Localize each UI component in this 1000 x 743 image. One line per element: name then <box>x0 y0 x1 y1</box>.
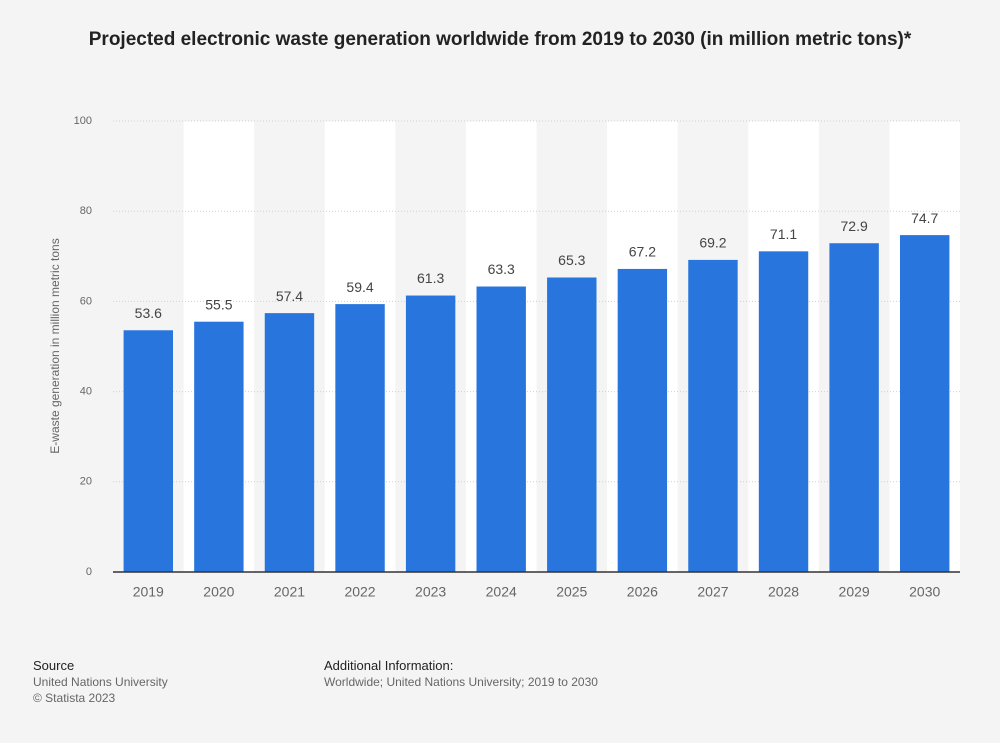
x-tick-label: 2024 <box>486 584 517 600</box>
data-label: 65.3 <box>558 252 585 268</box>
data-label: 72.9 <box>841 218 868 234</box>
x-tick-label: 2021 <box>274 584 305 600</box>
info-block: Additional Information: Worldwide; Unite… <box>324 658 598 690</box>
y-tick-label: 0 <box>86 566 92 578</box>
data-label: 55.5 <box>205 296 232 312</box>
bar <box>194 321 244 572</box>
source-line: United Nations University <box>33 675 168 689</box>
info-text: Worldwide; United Nations University; 20… <box>324 675 598 689</box>
data-label: 69.2 <box>699 235 726 251</box>
bar <box>829 243 879 572</box>
chart-title: Projected electronic waste generation wo… <box>88 29 912 50</box>
y-axis-label: E-waste generation in million metric ton… <box>48 238 62 453</box>
y-tick-label: 20 <box>80 476 92 488</box>
bar <box>900 235 950 572</box>
bar <box>335 304 385 572</box>
data-label: 57.4 <box>276 288 303 304</box>
data-label: 67.2 <box>629 244 656 260</box>
bar <box>688 259 738 572</box>
data-label: 74.7 <box>911 210 938 226</box>
source-heading: Source <box>33 658 75 673</box>
bar <box>264 313 315 572</box>
bar <box>547 277 597 572</box>
x-tick-label: 2030 <box>909 584 940 600</box>
x-tick-label: 2029 <box>839 584 870 600</box>
data-label: 59.4 <box>346 279 373 295</box>
data-label: 63.3 <box>488 261 515 277</box>
data-label: 53.6 <box>135 305 162 321</box>
y-tick-label: 40 <box>80 386 92 398</box>
bar <box>476 286 526 572</box>
bar <box>405 295 456 572</box>
source-line: © Statista 2023 <box>33 691 116 705</box>
x-tick-label: 2022 <box>344 584 375 600</box>
data-label: 61.3 <box>417 270 444 286</box>
x-tick-label: 2019 <box>133 584 164 600</box>
x-tick-label: 2028 <box>768 584 799 600</box>
x-tick-label: 2023 <box>415 584 446 600</box>
info-heading: Additional Information: <box>324 658 454 673</box>
data-label: 71.1 <box>770 226 797 242</box>
x-tick-label: 2025 <box>556 584 587 600</box>
y-tick-label: 60 <box>80 295 92 307</box>
x-tick-label: 2026 <box>627 584 658 600</box>
x-tick-label: 2020 <box>203 584 234 600</box>
y-tick-label: 80 <box>80 205 92 217</box>
y-tick-label: 100 <box>74 115 92 127</box>
bar <box>123 330 173 572</box>
bar <box>617 268 668 572</box>
source-block: Source United Nations University © Stati… <box>33 658 168 706</box>
x-tick-label: 2027 <box>697 584 728 600</box>
bar <box>758 251 809 573</box>
